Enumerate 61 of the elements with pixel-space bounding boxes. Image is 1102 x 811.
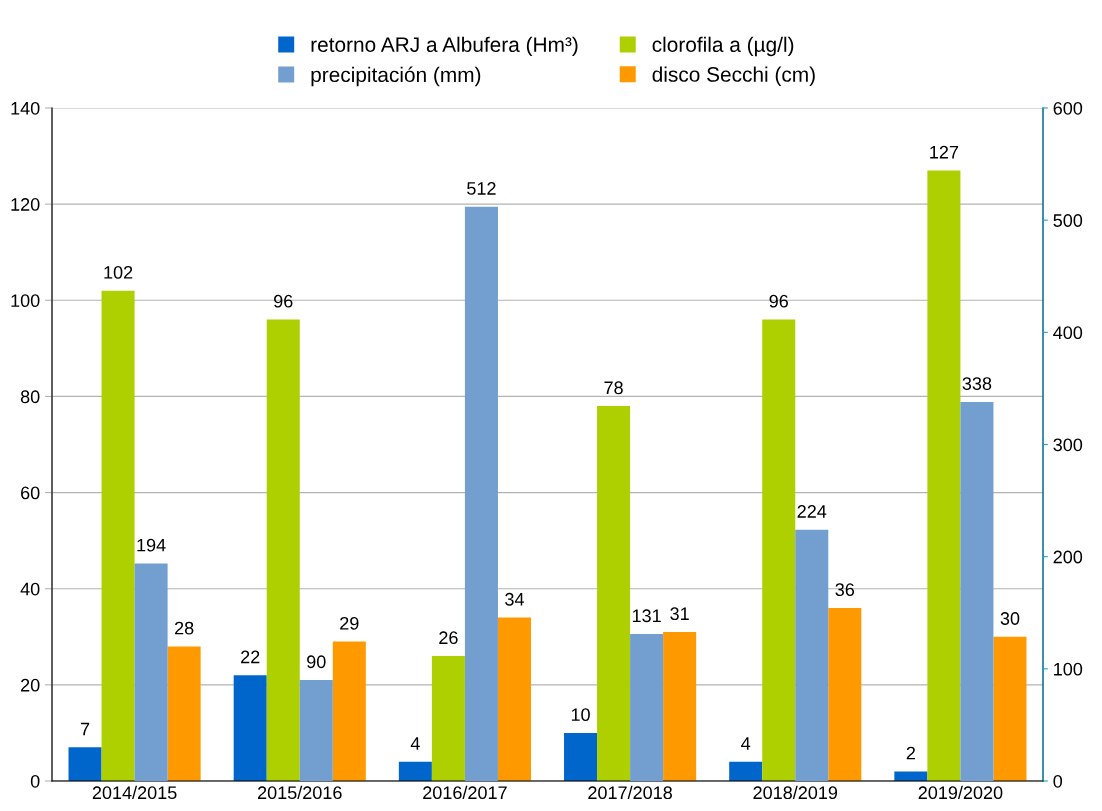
data-label: 102: [104, 265, 133, 279]
legend-label: precipitación (mm): [311, 66, 481, 87]
y-tick-label: 80: [20, 390, 40, 404]
x-tick-label: 2018/2019: [753, 785, 838, 800]
data-label: 36: [835, 583, 855, 597]
x-tick-label: 2015/2016: [257, 785, 342, 800]
bar: [266, 319, 300, 781]
x-tick-label: 2014/2015: [92, 785, 177, 800]
y2-tick-label: 200: [1053, 550, 1083, 564]
y2-tick-label: 500: [1053, 214, 1083, 227]
y-tick-label: 40: [20, 582, 40, 596]
bar: [398, 761, 432, 781]
data-label: 127: [930, 145, 959, 159]
data-label: 338: [962, 377, 992, 390]
y-tick-label: 140: [11, 101, 40, 115]
y2-tick-label: 0: [1053, 774, 1063, 788]
data-label: 26: [439, 631, 458, 645]
bar: [464, 206, 498, 781]
bar: [597, 406, 631, 781]
data-label: 96: [769, 294, 788, 308]
bar: [729, 761, 763, 781]
data-label: 7: [80, 722, 90, 736]
y-tick-label: 100: [11, 294, 40, 308]
y-tick-label: 60: [21, 486, 40, 500]
data-label: 29: [340, 616, 359, 630]
y2-tick-label: 300: [1053, 438, 1083, 452]
y2-tick-label: 600: [1053, 101, 1083, 115]
data-label: 10: [571, 708, 590, 722]
data-label: 31: [670, 607, 689, 621]
data-label: 194: [137, 538, 166, 552]
data-label: 4: [741, 737, 751, 750]
bar: [101, 290, 135, 781]
legend-label: retorno ARJ a Albufera (Hm³): [311, 36, 578, 57]
bar: [894, 771, 928, 781]
data-label: 131: [632, 609, 661, 623]
data-label: 224: [797, 505, 827, 518]
data-label: 28: [175, 621, 194, 635]
bar: [68, 747, 102, 781]
data-label: 22: [241, 650, 260, 664]
y2-tick-label: 400: [1053, 326, 1083, 340]
legend-label: disco Secchi (cm): [652, 66, 815, 86]
data-label: 512: [467, 182, 496, 195]
x-tick-label: 2016/2017: [423, 785, 507, 800]
legend-label: clorofila a (µg/l): [652, 36, 794, 57]
data-label: 78: [604, 381, 623, 395]
y2-tick-label: 100: [1054, 662, 1083, 676]
bar: [431, 656, 465, 781]
bar: [497, 617, 531, 781]
x-tick-label: 2019/2020: [918, 785, 1003, 800]
data-label: 90: [307, 655, 326, 669]
y-tick-label: 120: [11, 198, 40, 211]
data-label: 34: [505, 592, 524, 606]
data-label: 2: [906, 746, 915, 760]
y-tick-label: 20: [21, 678, 40, 692]
data-label: 30: [1000, 612, 1020, 625]
bar: [233, 675, 267, 781]
bar: [564, 732, 598, 781]
y-tick-label: 0: [30, 774, 40, 788]
x-tick-label: 2017/2018: [588, 785, 672, 800]
data-label: 4: [410, 737, 420, 750]
data-label: 96: [274, 294, 293, 308]
